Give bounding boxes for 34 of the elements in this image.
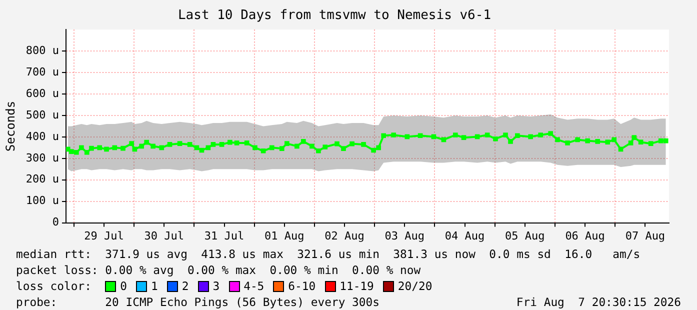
legend-label: 1	[150, 279, 158, 293]
x-tick-label: 30 Jul	[144, 229, 184, 242]
legend-label: 4-5	[242, 279, 264, 293]
x-tick-label: 06 Aug	[565, 229, 605, 242]
text: median rtt: 371.9 us avg 413.8 us max 321.6 us min 381.3 us now 0.0 ms sd 16.0 am/s	[16, 246, 640, 262]
y-tick-label: 100 u	[26, 194, 59, 208]
text: probe: 20 ICMP Echo Pings (56 Bytes) every 300s	[16, 294, 380, 310]
text: Fri Aug 7 20:30:15 2026	[516, 294, 681, 310]
y-tick-label: 700 u	[26, 65, 59, 78]
y-tick-label: 800 u	[26, 44, 59, 57]
x-tick-label: 31 Jul	[204, 229, 244, 242]
y-tick-label: 0	[52, 216, 59, 229]
legend-label: 2	[180, 279, 189, 293]
x-tick-label: 07 Aug	[625, 229, 666, 242]
x-tick-label: 03 Aug	[384, 229, 425, 242]
y-tick-label: 600 u	[26, 86, 59, 100]
legend-label: 6-10	[287, 279, 316, 293]
legend-label: 3	[212, 279, 220, 293]
y-tick-label: 400 u	[26, 130, 59, 143]
y-tick-label: 200 u	[26, 172, 59, 186]
x-tick-label: 01 Aug	[264, 229, 304, 242]
y-tick-label: 300 u	[26, 151, 59, 164]
x-tick-label: 05 Aug	[505, 229, 545, 242]
y-axis-title: Seconds	[3, 100, 18, 152]
x-tick-label: 02 Aug	[324, 229, 364, 242]
x-tick-label: 29 Jul	[84, 229, 124, 242]
legend-title: loss color:	[16, 279, 92, 293]
text: packet loss: 0.00 % avg 0.00 % max 0.00 % min 0.00 % now	[16, 262, 421, 278]
legend-label: 11-19	[338, 279, 374, 293]
chart-title: Last 10 Days from tmsvmw to Nemesis v6-1	[178, 8, 492, 24]
legend-label: 0	[119, 279, 128, 293]
y-tick-label: 500 u	[26, 108, 59, 122]
x-tick-label: 04 Aug	[444, 229, 485, 242]
legend-label: 20/20	[396, 279, 432, 293]
